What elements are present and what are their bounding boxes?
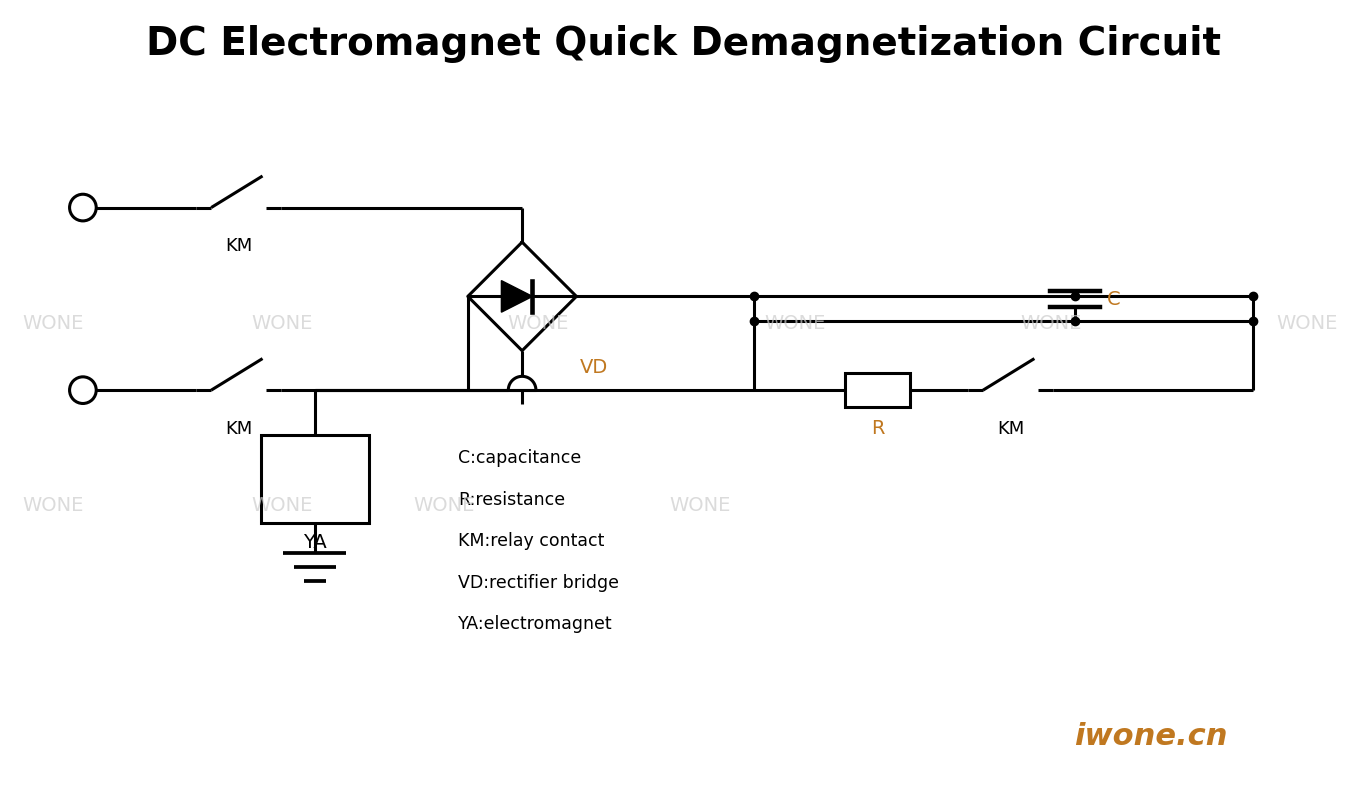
- Polygon shape: [501, 281, 533, 312]
- Text: R:resistance: R:resistance: [458, 491, 566, 509]
- Text: WONE: WONE: [22, 497, 83, 515]
- Text: C: C: [1106, 290, 1120, 309]
- Bar: [261, 435, 369, 523]
- Bar: [846, 373, 910, 407]
- Text: WONE: WONE: [764, 313, 825, 332]
- Text: KM:relay contact: KM:relay contact: [458, 532, 604, 551]
- Text: WONE: WONE: [22, 313, 83, 332]
- Text: WONE: WONE: [251, 313, 313, 332]
- Text: WONE: WONE: [1020, 313, 1082, 332]
- Text: R: R: [870, 419, 884, 438]
- Text: KM: KM: [225, 419, 253, 438]
- Text: DC Electromagnet Quick Demagnetization Circuit: DC Electromagnet Quick Demagnetization C…: [146, 25, 1220, 63]
- Text: C:capacitance: C:capacitance: [458, 449, 581, 468]
- Text: WONE: WONE: [1276, 313, 1337, 332]
- Text: YA: YA: [303, 533, 326, 552]
- Text: iwone.cn: iwone.cn: [1074, 722, 1228, 751]
- Text: VD: VD: [579, 357, 608, 377]
- Text: WONE: WONE: [669, 497, 731, 515]
- Text: YA:electromagnet: YA:electromagnet: [458, 615, 612, 634]
- Text: WONE: WONE: [414, 497, 475, 515]
- Text: KM: KM: [997, 419, 1024, 438]
- Text: VD:rectifier bridge: VD:rectifier bridge: [458, 574, 619, 592]
- Text: KM: KM: [225, 237, 253, 255]
- Text: WONE: WONE: [251, 497, 313, 515]
- Text: WONE: WONE: [508, 313, 570, 332]
